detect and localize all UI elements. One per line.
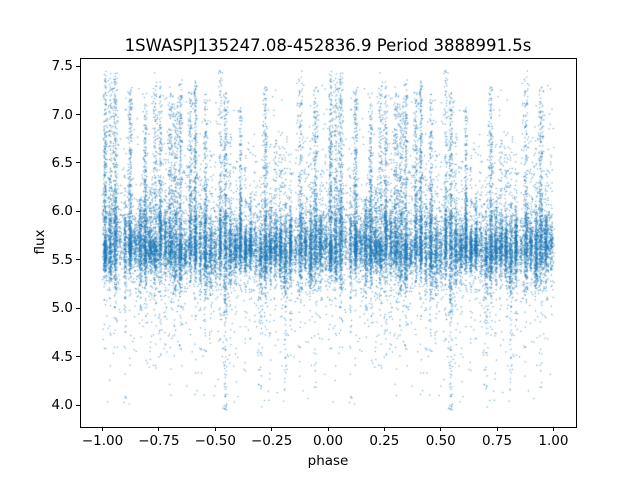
x-tick-label: 0.75 (482, 433, 513, 449)
x-tick-mark (496, 427, 498, 431)
x-tick-mark (327, 427, 329, 431)
y-tick-label: 7.5 (51, 58, 73, 75)
x-tick-label: −1.00 (81, 433, 124, 449)
y-tick-label: 7.0 (51, 106, 73, 123)
y-tick-mark (76, 210, 80, 212)
y-tick-mark (76, 162, 80, 164)
x-tick-mark (271, 427, 273, 431)
y-tick-label: 5.0 (51, 300, 73, 317)
x-tick-label: 1.00 (538, 433, 569, 449)
x-tick-label: −0.75 (138, 433, 180, 449)
x-tick-mark (214, 427, 216, 431)
y-tick-label: 6.5 (51, 154, 73, 171)
x-tick-label: 0.50 (425, 433, 456, 449)
x-tick-mark (102, 427, 104, 431)
y-tick-label: 4.0 (51, 397, 73, 414)
x-tick-mark (383, 427, 385, 431)
x-tick-mark (158, 427, 160, 431)
y-tick-mark (76, 65, 80, 67)
x-tick-label: 0.25 (369, 433, 400, 449)
y-tick-mark (76, 356, 80, 358)
y-tick-label: 4.5 (51, 348, 73, 365)
x-tick-mark (440, 427, 442, 431)
x-tick-mark (552, 427, 554, 431)
y-tick-mark (76, 307, 80, 309)
x-tick-label: −0.25 (250, 433, 293, 449)
x-tick-label: 0.00 (312, 433, 344, 449)
y-tick-label: 6.0 (51, 203, 73, 220)
x-tick-label: −0.50 (194, 433, 236, 449)
y-tick-label: 5.5 (51, 251, 73, 268)
y-tick-mark (76, 259, 80, 261)
y-tick-mark (76, 114, 80, 116)
y-tick-mark (76, 404, 80, 406)
